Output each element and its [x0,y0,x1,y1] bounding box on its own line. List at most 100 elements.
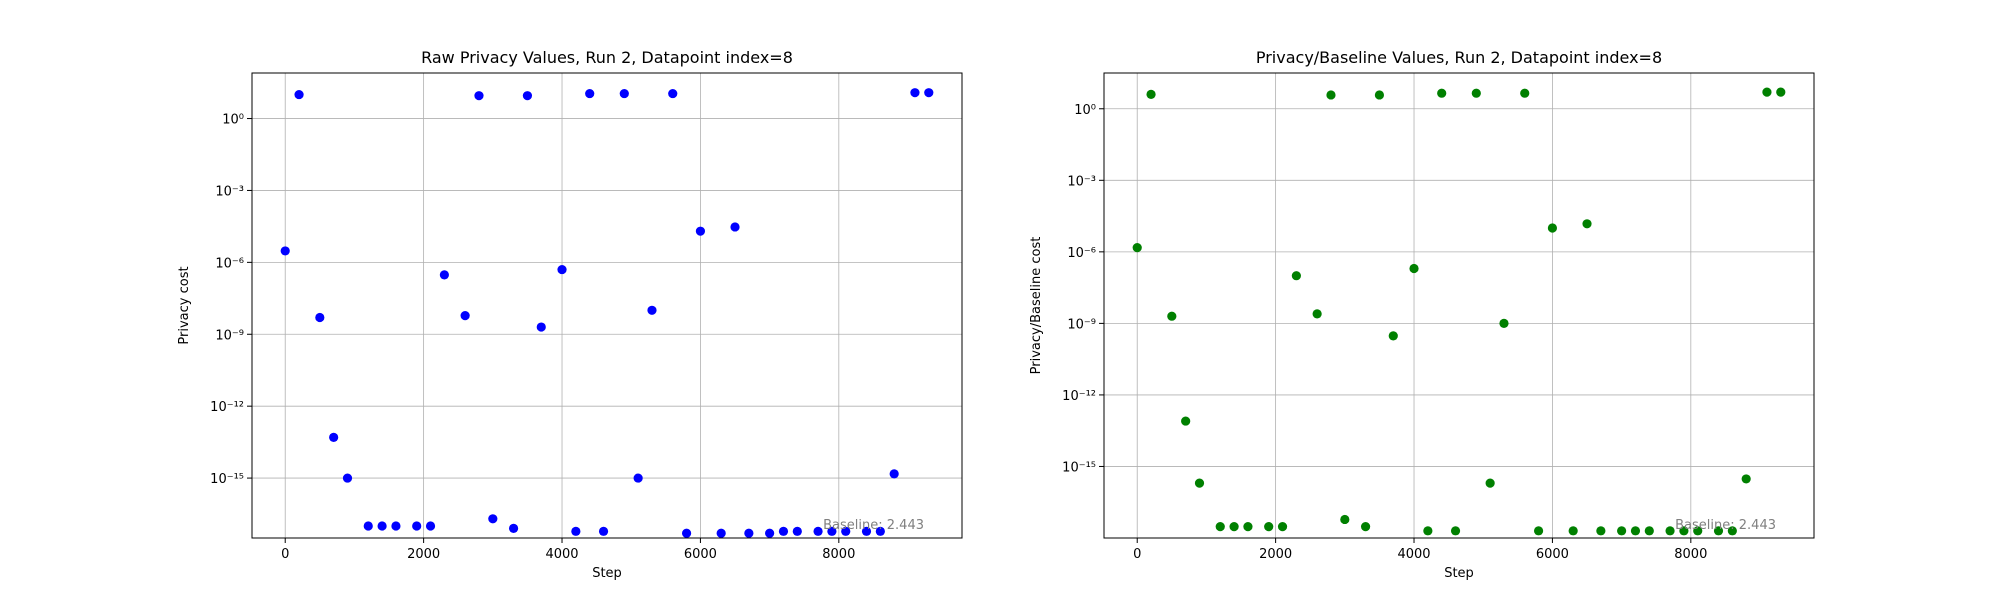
chart-1-ytick-label: 10⁻⁹ [215,328,244,343]
chart-1-point [633,473,643,483]
chart-2-xtick-label: 0 [1133,547,1141,562]
chart-1-point [861,526,872,536]
chart-1-point [910,88,920,98]
chart-2-point [1264,522,1274,532]
chart-1: 0 2000 4000 6000 8000 10⁰ 10⁻³ 10⁻⁶ 10⁻⁹ 10⁻¹² 10⁻… [177,48,963,581]
chart-1-point [744,528,754,538]
chart-2-point [1167,311,1177,321]
chart-2-point [1679,526,1689,536]
chart-2-point [1312,309,1322,319]
chart-1-ytick-label: 10⁻¹² [210,400,244,415]
chart-2-point [1596,526,1606,536]
chart-2-point [1291,271,1301,281]
chart-2-point [1644,526,1654,536]
chart-1-point [875,526,885,536]
chart-1-point [647,305,657,315]
chart-2-point [1520,88,1530,98]
chart-1-point [342,473,353,483]
chart-2-xtick-label: 4000 [1397,547,1430,562]
chart-2-point [1229,522,1239,532]
chart-2-point [1693,526,1703,536]
chart-2-xtick-label: 8000 [1674,547,1707,562]
chart-1-point [730,222,740,232]
chart-2-ytick-label: 10⁻⁶ [1067,246,1096,261]
chart-1-point [329,432,339,442]
chart-2-point [1409,263,1419,274]
chart-2-ytick-label: 10⁻³ [1067,174,1096,189]
chart-1-point [598,526,609,536]
chart-2-point [1132,243,1142,253]
chart-1-point [571,526,581,536]
chart-1-point [425,521,436,531]
chart-2-point [1617,526,1627,536]
chart-1-point [681,528,692,538]
chart-1-point [585,88,595,99]
chart-1-point [557,264,567,275]
chart-2-point [1713,526,1724,536]
chart-2-xtick-label: 6000 [1536,547,1569,562]
chart-2-ytick-label: 10⁻⁹ [1067,317,1096,332]
chart-1-point [363,521,373,531]
chart-2-point [1485,478,1495,488]
chart-1-point [315,312,325,323]
chart-1-point [827,526,837,536]
chart-2-point [1194,478,1205,488]
chart-2-point [1437,88,1447,98]
chart-1-point [813,526,823,536]
chart-2-point [1215,522,1225,532]
chart-2-point [1471,88,1481,98]
chart-1-point [522,91,533,101]
chart-2-point [1277,522,1288,532]
chart-2-point [1727,526,1737,536]
chart-2-point [1665,526,1675,536]
chart-2-point [1146,89,1156,100]
chart-1-xtick-label: 4000 [545,547,578,562]
chart-1-ylabel: Privacy cost [177,266,192,344]
chart-1-point [668,88,678,99]
chart-1-xlabel: Step [592,566,622,581]
chart-1-baseline-annotation: Baseline: 2.443 [823,518,924,533]
chart-2-ylabel: Privacy/Baseline cost [1029,237,1044,375]
chart-2-point [1243,522,1253,532]
chart-2-point [1340,514,1350,525]
chart-1-point [792,526,802,536]
chart-2-point [1547,223,1558,233]
chart-1-point [488,514,498,524]
chart-2-xlabel: Step [1444,566,1474,581]
chart-2-point [1741,474,1751,484]
chart-1-point [536,322,546,332]
chart-2-point [1181,416,1191,426]
chart-2-ytick-label: 10⁻¹² [1062,389,1096,404]
chart-1-xtick-label: 2000 [407,547,440,562]
chart-2-point [1762,87,1772,97]
chart-2-point [1630,526,1641,536]
chart-1-point [439,270,449,280]
chart-2-point [1499,318,1509,328]
chart-2-point [1360,522,1371,532]
chart-1-point [924,88,934,98]
chart-2-ytick-label: 10⁻¹⁵ [1062,460,1096,475]
chart-1-ytick-label: 10⁻¹⁵ [210,472,244,487]
chart-2-point [1423,526,1433,536]
chart-2-point [1568,526,1578,536]
chart-1-point [294,89,304,100]
chart-1-point [391,521,401,531]
chart-2-point [1533,526,1544,536]
chart-1-point [412,521,422,531]
chart-1-point [765,528,775,538]
chart-2-xtick-label: 2000 [1259,547,1292,562]
chart-1-ytick-label: 10⁰ [222,113,244,128]
chart-2-frame [1103,72,1815,539]
chart-2-point [1776,87,1786,97]
chart-2-baseline-annotation: Baseline: 2.443 [1675,518,1776,533]
chart-1-point [280,246,290,256]
chart-1-title: Raw Privacy Values, Run 2, Datapoint ind… [421,48,793,67]
chart-2-ytick-label: 10⁰ [1074,103,1096,118]
chart-1-xtick-label: 8000 [822,547,855,562]
chart-2: 0 2000 4000 6000 8000 10⁰ 10⁻³ 10⁻⁶ 10⁻⁹ 10⁻¹² 10⁻… [1029,48,1815,581]
chart-1-point [508,523,519,533]
chart-1-xtick-label: 6000 [684,547,717,562]
chart-1-point [619,88,629,99]
chart-2-point [1582,219,1592,229]
